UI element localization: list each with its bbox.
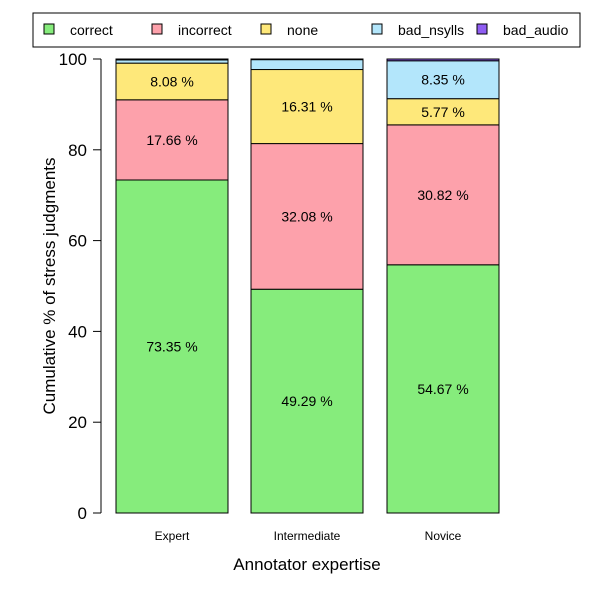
bar-intermediate-incorrect [250,143,364,290]
x-tick-label-intermediate: Intermediate [274,529,341,543]
y-tick-label-80: 80 [68,141,87,160]
legend-swatch-bad-audio [476,23,488,35]
data-label-expert-none: 8.08 % [150,73,194,89]
legend-box [32,12,581,48]
bar-novice-correct [386,264,500,514]
bar-novice-incorrect [386,124,500,266]
data-label-novice-correct: 54.67 % [417,381,468,397]
legend-label-bad-nsylls: bad_nsylls [398,22,464,38]
y-tick-label-0: 0 [78,504,87,523]
y-tick-label-20: 20 [68,413,87,432]
data-label-intermediate-incorrect: 32.08 % [281,208,332,224]
legend-label-bad-audio: bad_audio [503,22,569,38]
bar-intermediate-bad-audio [250,58,364,61]
bar-intermediate-bad-nsylls [250,59,364,71]
bars [115,58,500,514]
bar-expert-bad-audio [115,58,229,61]
x-axis-title: Annotator expertise [233,555,380,574]
y-tick-label-100: 100 [59,50,87,69]
data-label-expert-correct: 73.35 % [146,338,197,354]
y-tick-label-40: 40 [68,322,87,341]
data-label-novice-bad-nsylls: 8.35 % [421,72,465,88]
legend-swatch-bad-nsylls [371,23,383,35]
data-label-novice-none: 5.77 % [421,104,465,120]
legend-label-correct: correct [70,22,113,38]
bar-expert-none [115,62,229,101]
legend: correct incorrect none bad_nsylls bad_audio [32,12,581,48]
data-label-intermediate-correct: 49.29 % [281,393,332,409]
legend-swatch-incorrect [151,23,163,35]
legend-label-none: none [287,22,318,38]
legend-label-incorrect: incorrect [178,22,232,38]
x-tick-label-novice: Novice [425,529,462,543]
data-label-expert-incorrect: 17.66 % [146,132,197,148]
bar-novice-bad-audio [386,58,500,62]
data-labels: 73.35 % 17.66 % 8.08 % 49.29 % 32.08 % 16.31 … [146,72,468,409]
x-axis: Expert Intermediate Novice [155,529,462,543]
y-tick-label-60: 60 [68,232,87,251]
bar-intermediate-none [250,69,364,145]
x-tick-label-expert: Expert [155,529,190,543]
bar-novice-bad-nsylls [386,60,500,100]
y-axis: 0 20 40 60 80 100 [59,50,102,523]
legend-swatch-correct [43,23,55,35]
legend-swatch-none [260,23,272,35]
data-label-novice-incorrect: 30.82 % [417,187,468,203]
bar-expert-correct [115,179,229,514]
y-axis-title: Cumulative % of stress judgments [40,158,59,415]
data-label-intermediate-none: 16.31 % [281,99,332,115]
